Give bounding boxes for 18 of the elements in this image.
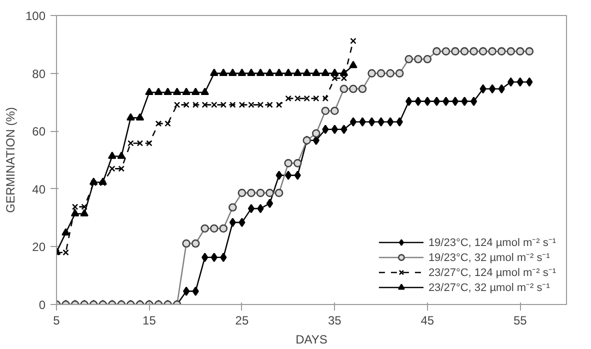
x-tick-label: 35 bbox=[328, 314, 342, 328]
y-tick-label: 60 bbox=[32, 124, 46, 139]
legend-label: 19/23°C, 124 µmol m⁻² s⁻¹ bbox=[428, 236, 556, 249]
x-tick-label: 45 bbox=[420, 314, 434, 328]
x-tick-label: 55 bbox=[513, 314, 528, 328]
x-axis-title: DAYS bbox=[296, 332, 328, 346]
y-tick-label: 20 bbox=[32, 240, 46, 254]
y-tick-label: 80 bbox=[32, 66, 46, 81]
x-tick-label: 25 bbox=[235, 314, 249, 328]
y-tick-label: 0 bbox=[38, 298, 46, 312]
legend-label: 23/27°C, 32 µmol m⁻² s⁻¹ bbox=[428, 281, 550, 294]
y-tick-label: 100 bbox=[25, 9, 46, 23]
y-axis-title: GERMINATION (%) bbox=[3, 107, 18, 213]
x-tick-label: 5 bbox=[53, 314, 60, 328]
y-tick-label: 40 bbox=[32, 182, 46, 196]
x-tick-label: 15 bbox=[142, 314, 156, 328]
legend-label: 19/23°C, 32 µmol m⁻² s⁻¹ bbox=[428, 251, 550, 264]
legend-label: 23/27°C, 124 µmol m⁻² s⁻¹ bbox=[428, 266, 556, 279]
